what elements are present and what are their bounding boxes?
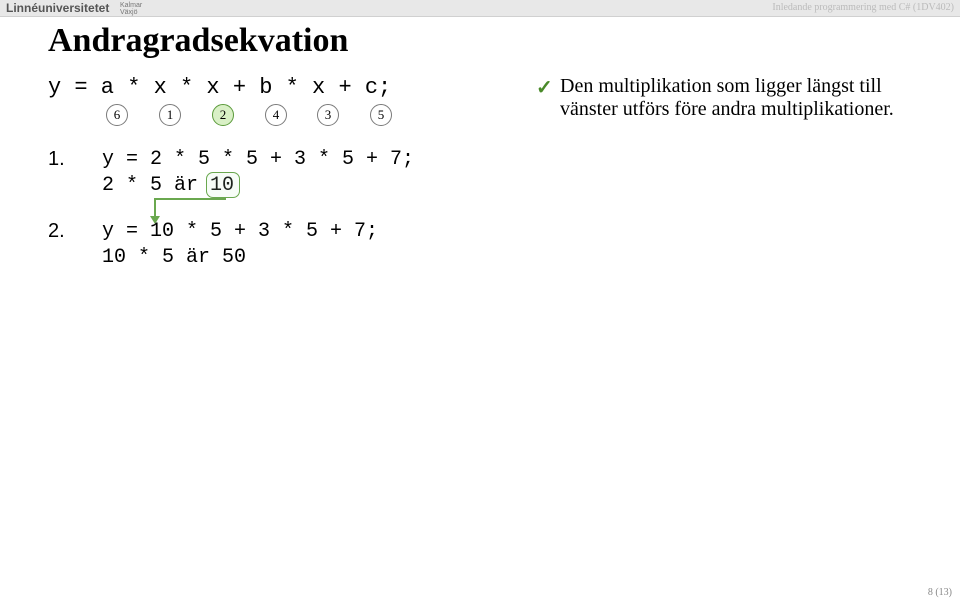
- order-circles: 6 1 2 4 3 5: [48, 104, 478, 134]
- order-circle-3: 3: [317, 104, 339, 126]
- order-circle-1: 1: [159, 104, 181, 126]
- order-circle-5: 5: [370, 104, 392, 126]
- equation-block: y = a * x * x + b * x + c;: [48, 75, 478, 100]
- page-title: Andragradsekvation: [48, 22, 348, 60]
- header-bar: Linnéuniversitetet Kalmar Växjö Inledand…: [0, 0, 960, 17]
- page-number: 8 (13): [928, 587, 952, 598]
- arrow-stem: [156, 198, 226, 200]
- step-1-number: 1.: [48, 148, 65, 171]
- logo-sub: Kalmar Växjö: [120, 2, 142, 16]
- order-circle-6: 6: [106, 104, 128, 126]
- note-block: ✓ Den multiplikation som ligger längst t…: [560, 75, 920, 121]
- step-1-highlight: [206, 172, 240, 198]
- order-circle-4: 4: [265, 104, 287, 126]
- step-2-under: 10 * 5 är 50: [102, 246, 246, 269]
- logo-text: Linnéuniversitetet: [6, 1, 109, 15]
- main-equation: y = a * x * x + b * x + c;: [48, 75, 478, 100]
- logo-sub-2: Växjö: [120, 9, 138, 16]
- step-1-equation: y = 2 * 5 * 5 + 3 * 5 + 7;: [102, 148, 414, 171]
- check-icon: ✓: [536, 75, 553, 100]
- course-label: Inledande programmering med C# (1DV402): [772, 2, 954, 13]
- step-2-number: 2.: [48, 220, 65, 243]
- step-2-equation: y = 10 * 5 + 3 * 5 + 7;: [102, 220, 378, 243]
- order-circle-2: 2: [212, 104, 234, 126]
- logo-sub-1: Kalmar: [120, 2, 142, 9]
- note-text: Den multiplikation som ligger längst til…: [560, 75, 894, 120]
